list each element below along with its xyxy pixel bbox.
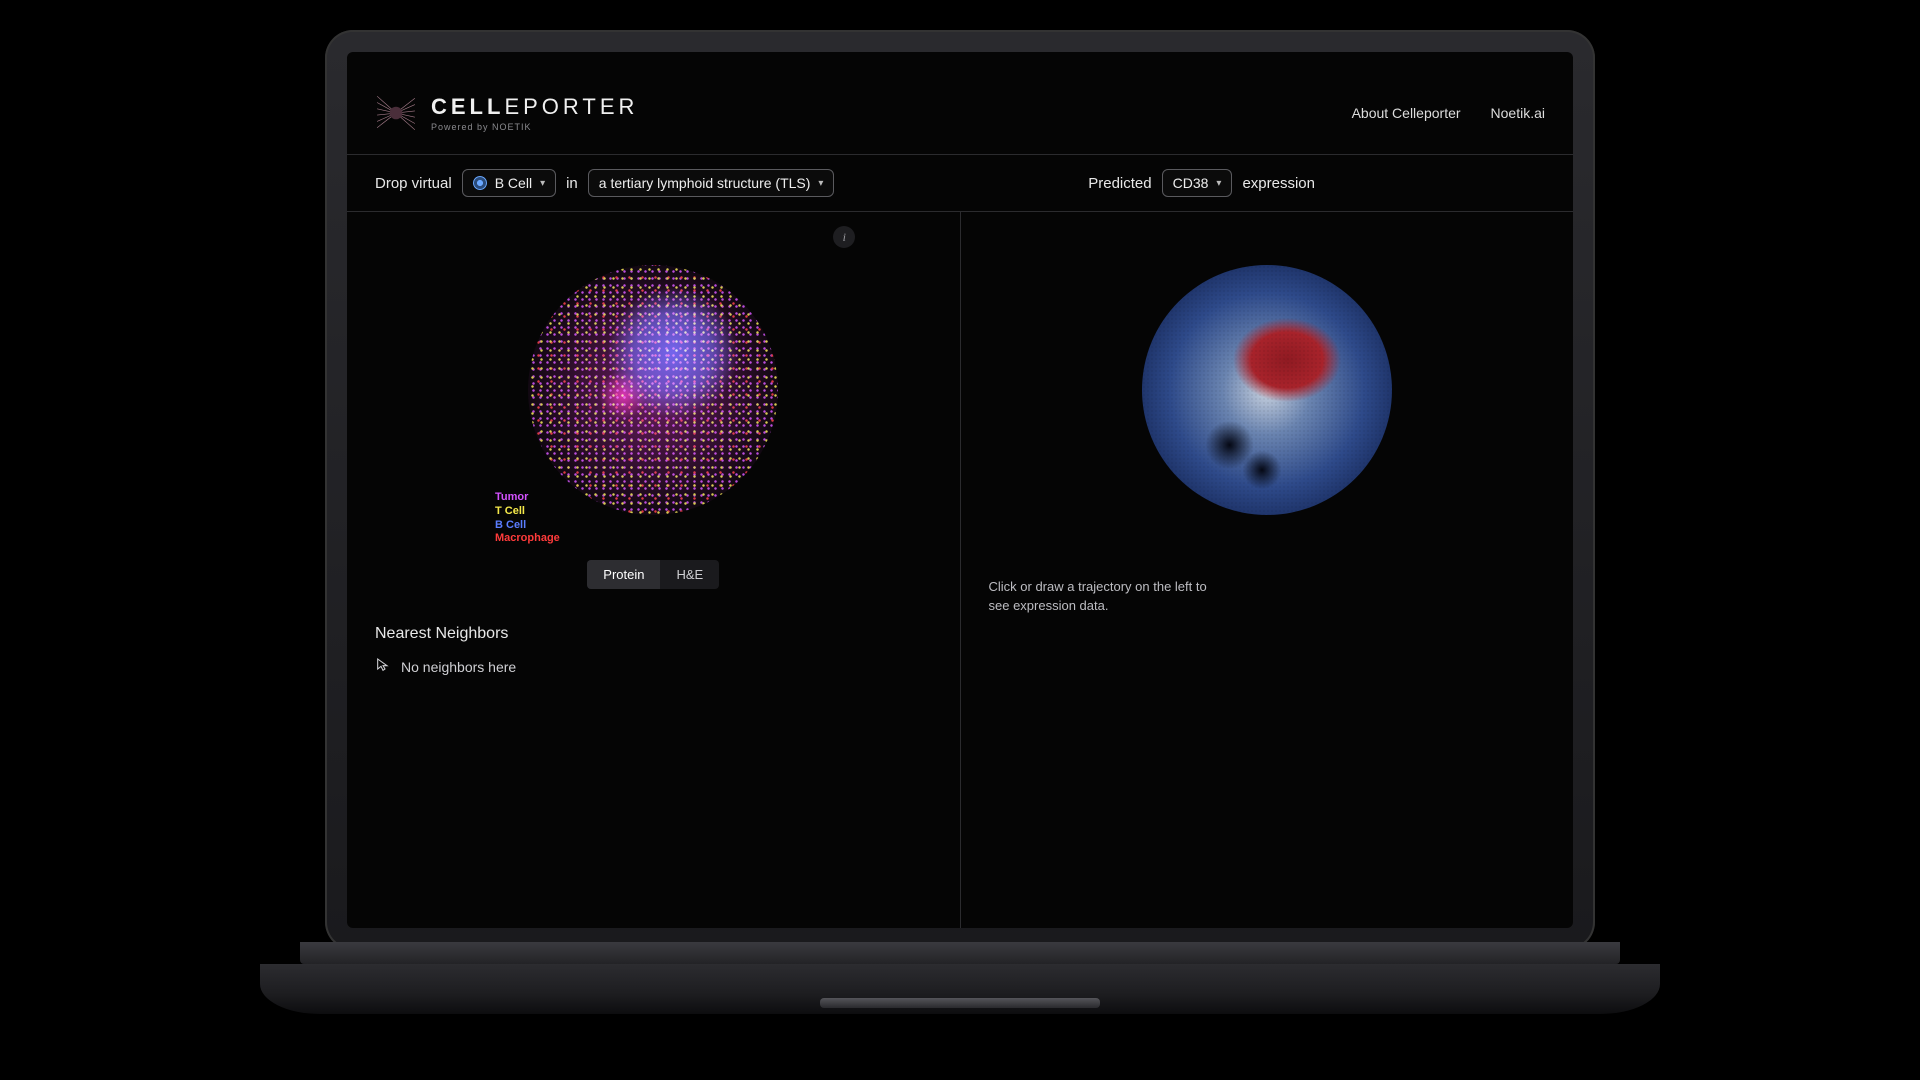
chevron-down-icon: ▾: [1216, 178, 1221, 189]
neighbors-empty-text: No neighbors here: [401, 659, 516, 675]
top-nav: About Celleporter Noetik.ai: [1352, 105, 1545, 121]
neighbors-title: Nearest Neighbors: [375, 625, 932, 643]
brand-text: CELLEPORTER Powered by NOETIK: [431, 94, 638, 132]
right-pane: Click or draw a trajectory on the left t…: [961, 212, 1574, 928]
brand-name-bold: CELL: [431, 94, 504, 119]
cell-legend: Tumor T Cell B Cell Macrophage: [495, 491, 560, 546]
main-split: i Tumor T Cell B Cell Macrophage: [347, 212, 1573, 928]
laptop-hinge: [300, 942, 1620, 964]
cell-type-value: B Cell: [495, 175, 532, 191]
in-label: in: [566, 175, 578, 192]
legend-tumor: Tumor: [495, 491, 560, 505]
marker-value: CD38: [1173, 175, 1209, 191]
protein-visualization[interactable]: [528, 265, 778, 515]
predicted-label: Predicted: [1088, 175, 1151, 192]
toggle-he-button[interactable]: H&E: [660, 560, 719, 589]
drop-virtual-label: Drop virtual: [375, 175, 452, 192]
expression-hint: Click or draw a trajectory on the left t…: [989, 578, 1229, 616]
view-toggle: Protein H&E: [587, 560, 719, 589]
brand-name: CELLEPORTER: [431, 94, 638, 120]
left-pane: i Tumor T Cell B Cell Macrophage: [347, 212, 960, 928]
protein-viz-wrap: Tumor T Cell B Cell Macrophage: [375, 230, 932, 550]
laptop-frame: CELLEPORTER Powered by NOETIK About Cell…: [260, 30, 1660, 1050]
cell-type-select[interactable]: B Cell ▾: [462, 169, 556, 197]
legend-bcell: B Cell: [495, 519, 560, 533]
header: CELLEPORTER Powered by NOETIK About Cell…: [347, 52, 1573, 154]
expression-label: expression: [1242, 175, 1315, 192]
nav-noetik-link[interactable]: Noetik.ai: [1491, 105, 1545, 121]
legend-tcell: T Cell: [495, 505, 560, 519]
laptop-trackpad: [820, 998, 1100, 1008]
neighbors-empty-state: No neighbors here: [375, 657, 932, 676]
nav-about-link[interactable]: About Celleporter: [1352, 105, 1461, 121]
app-screen: CELLEPORTER Powered by NOETIK About Cell…: [347, 52, 1573, 928]
heatmap-grain: [1142, 265, 1392, 515]
brand-tagline: Powered by NOETIK: [431, 122, 638, 132]
context-value: a tertiary lymphoid structure (TLS): [599, 175, 811, 191]
cell-icon: [473, 176, 487, 190]
expression-viz-wrap: [989, 230, 1546, 550]
logo-block: CELLEPORTER Powered by NOETIK: [375, 92, 638, 134]
chevron-down-icon: ▾: [540, 178, 545, 189]
screen-bezel: CELLEPORTER Powered by NOETIK About Cell…: [325, 30, 1595, 950]
protein-speckle-layer: [528, 265, 778, 515]
toggle-protein-button[interactable]: Protein: [587, 560, 660, 589]
control-bar: Drop virtual B Cell ▾ in a tertiary lymp…: [347, 155, 1573, 211]
cursor-icon: [375, 657, 391, 676]
logo-mark-icon: [375, 92, 417, 134]
context-select[interactable]: a tertiary lymphoid structure (TLS) ▾: [588, 169, 835, 197]
marker-select[interactable]: CD38 ▾: [1162, 169, 1233, 197]
expression-heatmap[interactable]: [1142, 265, 1392, 515]
brand-name-rest: EPORTER: [504, 94, 638, 119]
chevron-down-icon: ▾: [818, 178, 823, 189]
legend-macrophage: Macrophage: [495, 532, 560, 546]
